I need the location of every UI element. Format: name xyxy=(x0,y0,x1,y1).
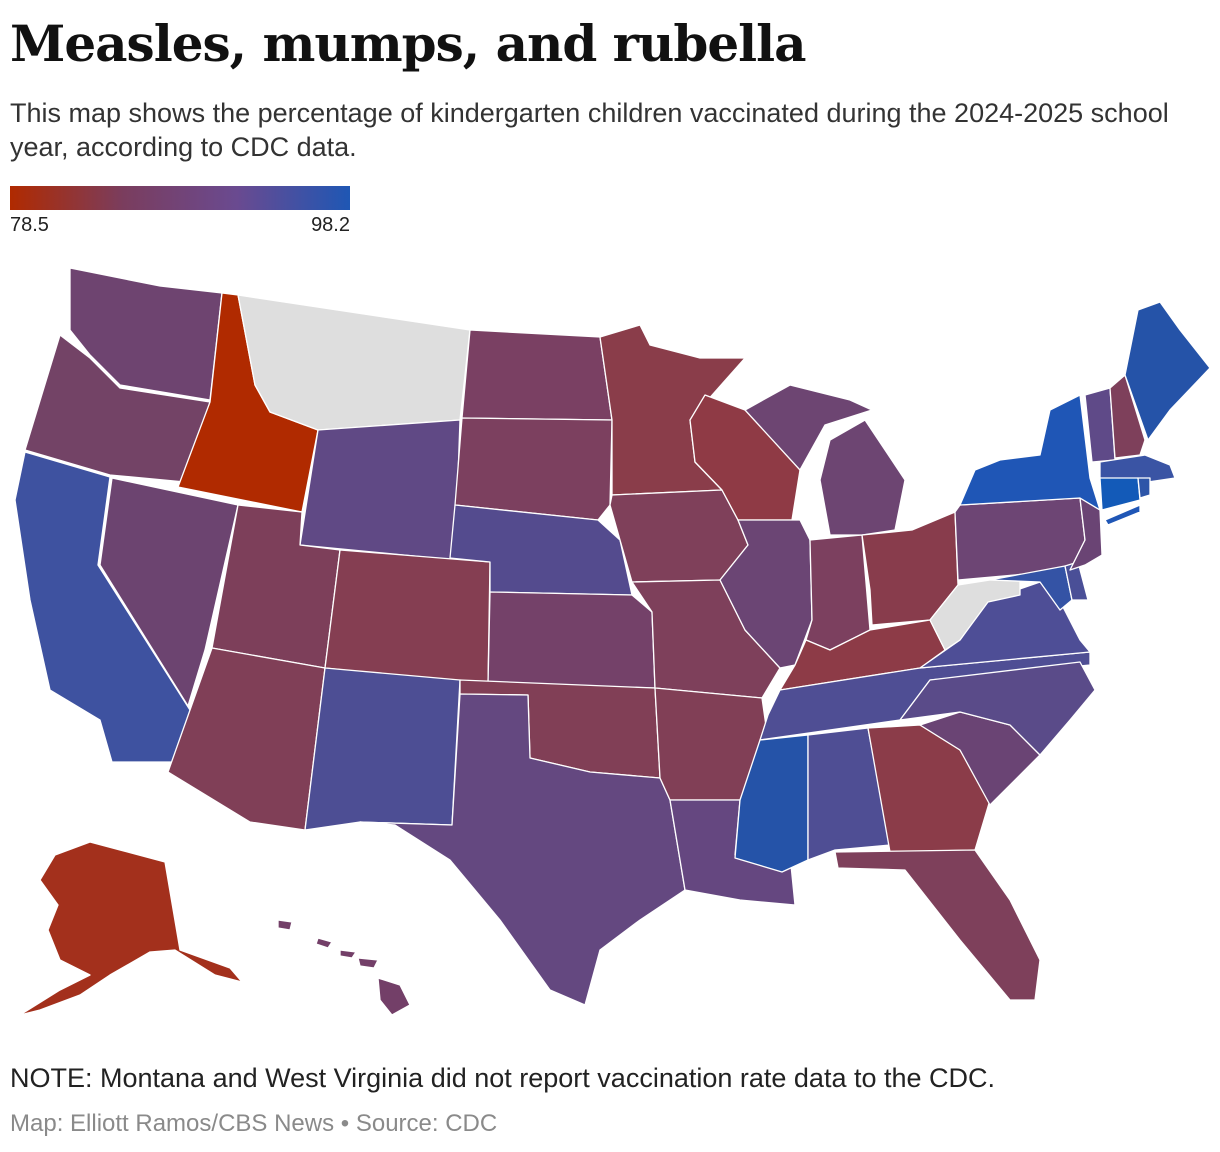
chart-subtitle: This map shows the percentage of kinderg… xyxy=(10,98,1169,162)
state-AL[interactable] xyxy=(807,727,891,861)
chart-title: Measles, mumps, and rubella xyxy=(10,14,807,73)
state-CO[interactable] xyxy=(324,549,491,686)
footnote: NOTE: Montana and West Virginia did not … xyxy=(10,1063,996,1093)
state-NV[interactable] xyxy=(99,477,239,707)
legend-min-label: 78.5 xyxy=(10,214,49,236)
state-IA[interactable] xyxy=(609,489,749,583)
source-credit: Map: Elliott Ramos/CBS News • Source: CD… xyxy=(10,1110,498,1137)
state-WY[interactable] xyxy=(299,419,461,561)
state-NH[interactable] xyxy=(1109,374,1146,459)
legend-max-label: 98.2 xyxy=(311,214,350,236)
state-RI[interactable] xyxy=(1137,477,1151,499)
state-WV[interactable] xyxy=(929,574,1021,651)
state-SD[interactable] xyxy=(454,417,613,521)
state-CA[interactable] xyxy=(14,451,191,763)
state-MD[interactable] xyxy=(989,565,1073,611)
state-AK[interactable] xyxy=(19,841,243,1016)
state-HI[interactable] xyxy=(277,919,411,1016)
state-ND[interactable] xyxy=(461,329,613,421)
state-IL[interactable] xyxy=(719,519,813,669)
state-CT[interactable] xyxy=(1099,477,1141,511)
state-FL[interactable] xyxy=(834,849,1041,1001)
state-TX[interactable] xyxy=(359,693,686,1006)
state-IN[interactable] xyxy=(805,534,871,651)
state-ME[interactable] xyxy=(1124,301,1211,441)
state-NY[interactable] xyxy=(959,394,1141,526)
us-choropleth-map xyxy=(14,267,1211,1016)
state-MI[interactable] xyxy=(744,384,906,536)
color-legend: 78.5 98.2 xyxy=(10,186,350,240)
state-NM[interactable] xyxy=(304,667,461,831)
legend-gradient-bar xyxy=(10,186,350,210)
state-KS[interactable] xyxy=(487,591,656,689)
state-NC[interactable] xyxy=(899,661,1096,756)
state-MT[interactable] xyxy=(237,294,471,431)
